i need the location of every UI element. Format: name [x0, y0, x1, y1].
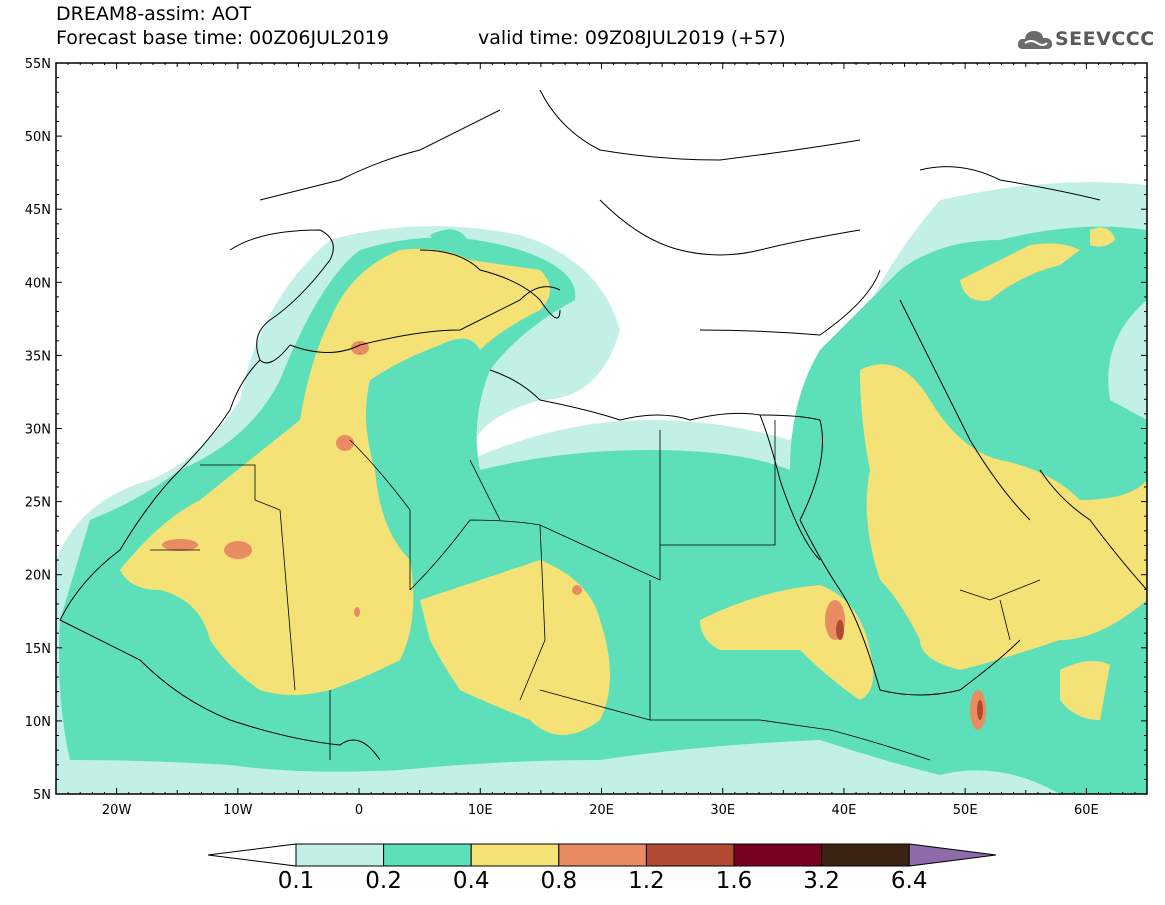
lat-label: 20N	[25, 569, 51, 584]
axis-tick-labels: 55N 50N 45N 40N 35N 30N 25N 20N 15N 10N 5N 20W 10W 0 1…	[25, 57, 1099, 818]
colorbar-box	[645, 843, 735, 867]
colorbar-over-triangle	[908, 843, 997, 867]
lon-label: 10W	[223, 803, 253, 818]
lat-label: 55N	[25, 57, 51, 72]
colorbar-box	[295, 843, 385, 867]
colorbar-threshold-label: 0.4	[452, 868, 490, 894]
axis-ticks	[55, 62, 1148, 795]
coastlines	[59, 89, 1147, 761]
lat-label: 35N	[25, 349, 51, 364]
aot-level-0-8	[162, 341, 986, 730]
lat-label: 15N	[25, 642, 51, 657]
colorbar-threshold-label: 3.2	[803, 868, 840, 894]
aot-field	[56, 182, 1147, 794]
lat-label: 5N	[33, 788, 51, 803]
lon-label: 60E	[1074, 803, 1099, 818]
colorbar-box	[733, 843, 823, 867]
lon-label: 10E	[468, 803, 493, 818]
colorbar-threshold-label: 0.8	[540, 868, 578, 894]
colorbar-box	[470, 843, 560, 867]
valid-time: valid time: 09Z08JUL2019 (+57)	[478, 27, 786, 49]
colorbar-threshold-label: 0.2	[365, 868, 402, 894]
lon-label: 20E	[589, 803, 614, 818]
colorbar-box	[383, 843, 472, 867]
borders	[150, 420, 1041, 761]
forecast-base-time: Forecast base time: 00Z06JUL2019	[56, 27, 389, 49]
lat-label: 50N	[25, 130, 51, 145]
colorbar-threshold-label: 1.6	[715, 868, 753, 894]
lon-label: 30E	[710, 803, 735, 818]
aot-level-1-2	[836, 620, 983, 720]
lon-label: 0	[355, 803, 363, 818]
colorbar-box	[821, 843, 910, 867]
seevccc-logo: SEEVCCC	[1015, 25, 1155, 55]
aot-level-0-4	[120, 227, 1147, 735]
lon-label: 50E	[953, 803, 978, 818]
title-line-1: DREAM8-assim: AOT	[56, 3, 252, 25]
lat-label: 10N	[25, 715, 51, 730]
colorbar-threshold-label: 6.4	[890, 868, 928, 894]
lat-label: 30N	[25, 423, 51, 438]
lat-label: 40N	[25, 276, 51, 291]
lon-label: 40E	[832, 803, 857, 818]
colorbar-box	[558, 843, 647, 867]
logo-text: SEEVCCC	[1055, 28, 1155, 50]
colorbar-threshold-label: 1.2	[628, 868, 665, 894]
lat-label: 45N	[25, 203, 51, 218]
cloud-icon	[1017, 31, 1053, 49]
colorbar-threshold-label: 0.1	[277, 868, 315, 894]
lat-label: 25N	[25, 496, 51, 511]
colorbar-under-triangle	[207, 843, 297, 867]
lon-label: 20W	[102, 803, 132, 818]
